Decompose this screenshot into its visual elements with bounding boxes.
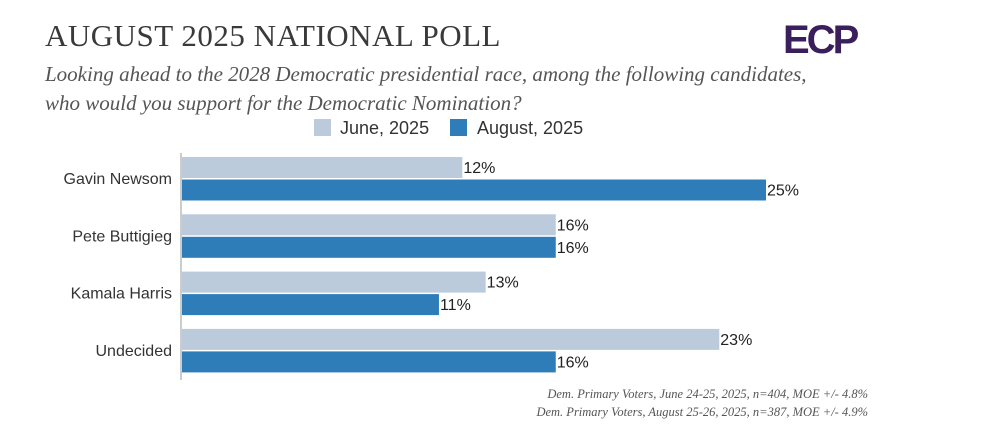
value-label-pete-buttigieg-august: 16% xyxy=(557,240,589,257)
value-label-undecided-august: 16% xyxy=(557,354,589,371)
legend-swatch-june xyxy=(314,119,331,136)
value-label-kamala-harris-august: 11% xyxy=(440,297,471,314)
category-label-pete-buttigieg: Pete Buttigieg xyxy=(72,228,172,245)
bar-pete-buttigieg-august xyxy=(182,236,556,258)
value-label-gavin-newsom-august: 25% xyxy=(767,183,799,200)
bar-undecided-june xyxy=(182,328,720,350)
ecp-logo: ECP xyxy=(783,18,862,57)
category-label-kamala-harris: Kamala Harris xyxy=(71,286,172,303)
legend-label-june: June, 2025 xyxy=(340,118,429,138)
chart-subtitle: Looking ahead to the 2028 Democratic pre… xyxy=(45,60,865,118)
value-label-pete-buttigieg-june: 16% xyxy=(557,217,589,234)
bar-pete-buttigieg-june xyxy=(182,214,556,236)
value-label-gavin-newsom-june: 12% xyxy=(463,160,495,177)
bar-kamala-harris-august xyxy=(182,294,439,316)
subtitle-line-2: who would you support for the Democratic… xyxy=(45,91,522,115)
value-label-kamala-harris-june: 13% xyxy=(487,275,519,292)
value-label-undecided-june: 23% xyxy=(720,332,752,349)
subtitle-line-1: Looking ahead to the 2028 Democratic pre… xyxy=(45,62,807,86)
bar-gavin-newsom-june xyxy=(182,157,463,178)
logo-text: ECP xyxy=(783,18,859,57)
legend-swatch-august xyxy=(450,119,467,136)
bar-chart: June, 2025 August, 2025 Gavin Newsom 12% 25%… xyxy=(64,118,799,380)
source-note-june: Dem. Primary Voters, June 24-25, 2025, n… xyxy=(547,387,868,401)
source-note-august: Dem. Primary Voters, August 25-26, 2025,… xyxy=(536,405,868,419)
bar-kamala-harris-june xyxy=(182,271,486,293)
category-label-undecided: Undecided xyxy=(96,343,173,360)
chart-title: AUGUST 2025 NATIONAL POLL xyxy=(45,18,501,53)
category-label-gavin-newsom: Gavin Newsom xyxy=(64,171,172,188)
bar-undecided-august xyxy=(182,351,556,373)
legend-label-august: August, 2025 xyxy=(477,118,583,138)
bar-gavin-newsom-august xyxy=(182,179,766,201)
